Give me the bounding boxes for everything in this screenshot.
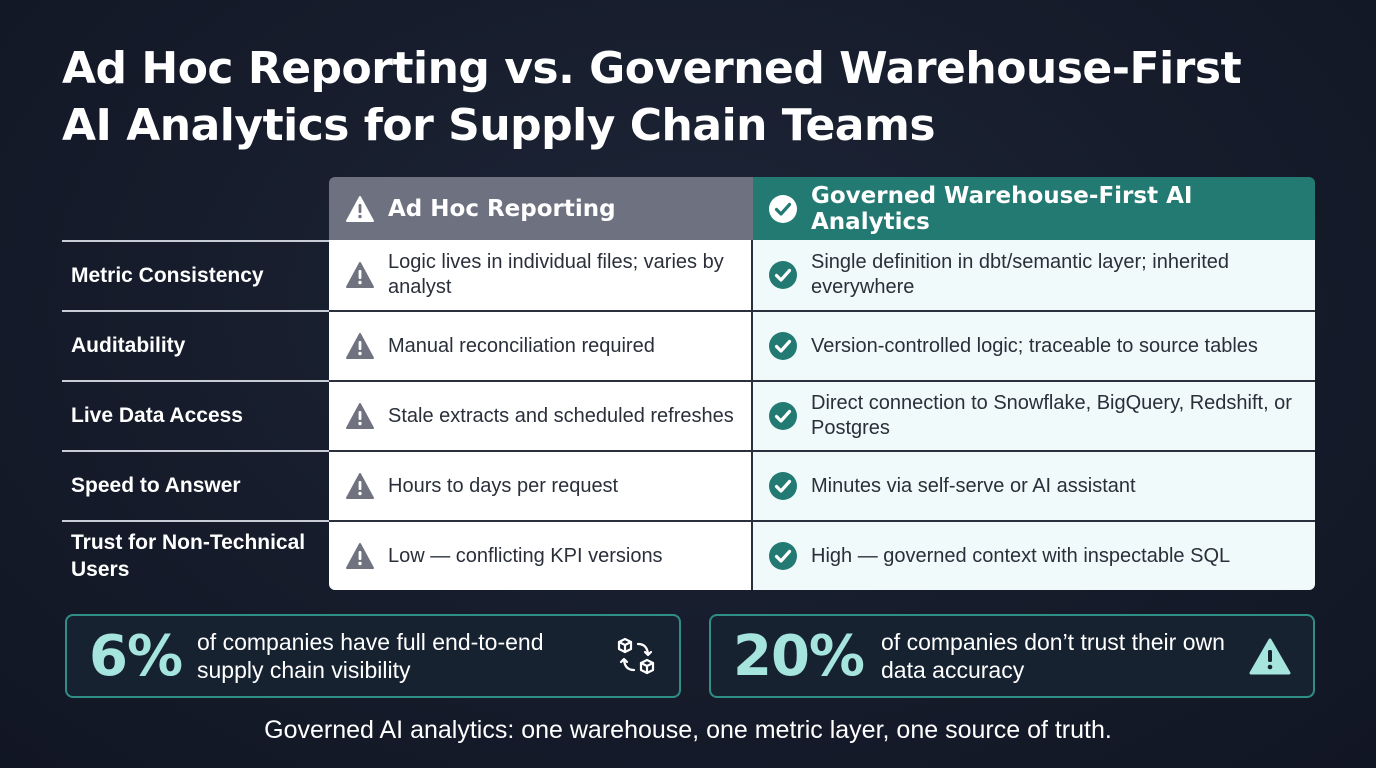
stat-card-visibility: 6% of companies have full end-to-end sup…	[65, 614, 681, 698]
table-row: Trust for Non-Technical Users Low — conf…	[62, 520, 1315, 590]
governed-cell: High — governed context with inspectable…	[753, 520, 1315, 590]
ad-hoc-cell: Manual reconciliation required	[329, 310, 753, 380]
ad-hoc-cell: Hours to days per request	[329, 450, 753, 520]
stat-description: of companies don’t trust their own data …	[881, 629, 1225, 683]
table-row: Speed to Answer Hours to days per reques…	[62, 450, 1315, 520]
supply-chain-cycle-icon	[613, 634, 659, 680]
comparison-table: Metric Consistency Logic lives in indivi…	[62, 240, 1315, 590]
column-header-governed: Governed Warehouse-First AI Analytics	[753, 177, 1315, 240]
ad-hoc-cell: Stale extracts and scheduled refreshes	[329, 380, 753, 450]
row-label: Speed to Answer	[62, 450, 329, 519]
check-circle-icon	[768, 194, 798, 224]
ad-hoc-cell: Low — conflicting KPI versions	[329, 520, 753, 590]
table-row: Live Data Access Stale extracts and sche…	[62, 380, 1315, 450]
stat-card-data-trust: 20% of companies don’t trust their own d…	[709, 614, 1315, 698]
warning-icon	[345, 401, 375, 431]
warning-icon	[345, 471, 375, 501]
warning-icon	[345, 541, 375, 571]
cell-text: Version-controlled logic; traceable to s…	[811, 334, 1258, 357]
cell-text: Minutes via self-serve or AI assistant	[811, 474, 1136, 497]
page-title-line-1: Ad Hoc Reporting vs. Governed Warehouse-…	[62, 43, 1242, 94]
cell-text: Single definition in dbt/semantic layer;…	[811, 251, 1230, 298]
column-header-label: Ad Hoc Reporting	[388, 195, 616, 222]
governed-cell: Version-controlled logic; traceable to s…	[753, 310, 1315, 380]
check-circle-icon	[768, 401, 798, 431]
check-circle-icon	[768, 471, 798, 501]
cell-text: Direct connection to Snowflake, BigQuery…	[811, 392, 1292, 439]
warning-icon	[345, 331, 375, 361]
column-header-ad-hoc: Ad Hoc Reporting	[329, 177, 753, 240]
cell-text: Low — conflicting KPI versions	[388, 544, 663, 567]
warning-icon	[345, 260, 375, 290]
cell-text: High — governed context with inspectable…	[811, 544, 1231, 567]
page-title-line-2: AI Analytics for Supply Chain Teams	[62, 100, 936, 151]
stat-value: 20%	[733, 623, 865, 689]
row-label: Metric Consistency	[62, 240, 329, 309]
check-circle-icon	[768, 541, 798, 571]
check-circle-icon	[768, 260, 798, 290]
ad-hoc-cell: Logic lives in individual files; varies …	[329, 240, 753, 310]
row-label: Live Data Access	[62, 380, 329, 449]
page-title: Ad Hoc Reporting vs. Governed Warehouse-…	[62, 40, 1262, 154]
cell-text: Stale extracts and scheduled refreshes	[388, 404, 734, 427]
cell-text: Manual reconciliation required	[388, 334, 655, 357]
table-row: Metric Consistency Logic lives in indivi…	[62, 240, 1315, 310]
stat-description: of companies have full end-to-end supply…	[197, 629, 544, 683]
warning-icon	[345, 194, 375, 224]
row-label: Trust for Non-Technical Users	[62, 520, 329, 589]
governed-cell: Single definition in dbt/semantic layer;…	[753, 240, 1315, 310]
warning-icon	[1247, 634, 1293, 680]
check-circle-icon	[768, 331, 798, 361]
table-row: Auditability Manual reconciliation requi…	[62, 310, 1315, 380]
row-label: Auditability	[62, 310, 329, 379]
cell-text: Logic lives in individual files; varies …	[388, 251, 724, 298]
footer-tagline: Governed AI analytics: one warehouse, on…	[264, 716, 1112, 744]
governed-cell: Direct connection to Snowflake, BigQuery…	[753, 380, 1315, 450]
governed-cell: Minutes via self-serve or AI assistant	[753, 450, 1315, 520]
cell-text: Hours to days per request	[388, 474, 619, 497]
stat-value: 6%	[89, 623, 183, 689]
column-header-label: Governed Warehouse-First AI Analytics	[811, 182, 1193, 235]
